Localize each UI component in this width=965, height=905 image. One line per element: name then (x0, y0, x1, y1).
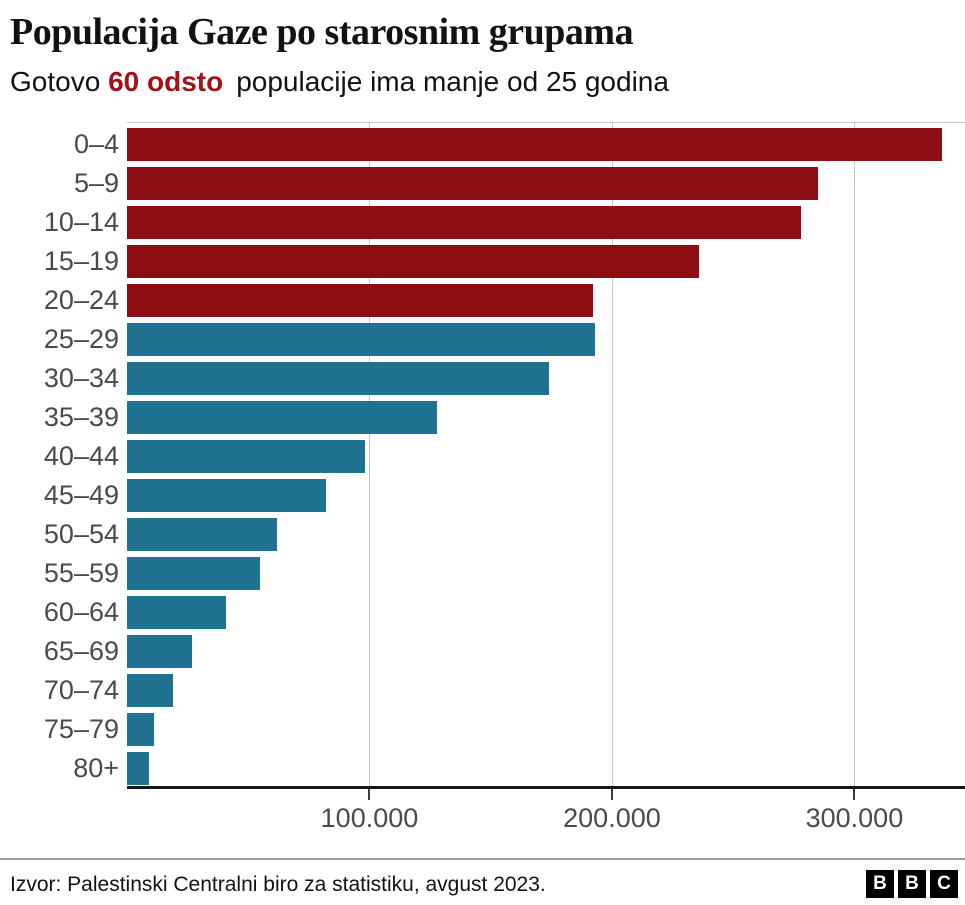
bbc-logo-letter: C (930, 870, 958, 898)
bar (127, 362, 549, 395)
subtitle-rest: populacije ima manje od 25 godina (236, 66, 669, 97)
y-axis-label: 75–79 (43, 714, 119, 744)
bbc-logo: B B C (866, 870, 958, 898)
gridline (854, 123, 856, 786)
y-axis-label: 70–74 (43, 675, 119, 705)
bbc-logo-letter: B (866, 870, 894, 898)
bar (127, 479, 326, 512)
y-axis-label: 5–9 (73, 168, 119, 198)
subtitle-prefix: Gotovo (10, 66, 101, 97)
plot-area: 100.000 200.000 300.000 (127, 122, 965, 833)
bar (127, 167, 819, 200)
bar (127, 674, 174, 707)
bar (127, 323, 595, 356)
x-axis-tick (853, 789, 856, 800)
y-axis-label: 25–29 (43, 324, 119, 354)
gridline (611, 123, 613, 786)
bar (127, 284, 593, 317)
bar (127, 245, 700, 278)
y-axis-label: 15–19 (43, 246, 119, 276)
bar (127, 635, 193, 668)
y-axis-label: 55–59 (43, 558, 119, 588)
y-axis-label: 30–34 (43, 363, 119, 393)
y-axis-label: 35–39 (43, 402, 119, 432)
bar (127, 440, 365, 473)
gridline (369, 123, 371, 786)
y-axis-label: 10–14 (43, 207, 119, 237)
x-axis-label: 200.000 (563, 803, 661, 833)
footer-divider (0, 858, 965, 860)
x-axis-label: 300.000 (805, 803, 904, 833)
y-axis-label: 80+ (73, 753, 119, 783)
page-title: Populacija Gaze po starosnim grupama (10, 11, 634, 53)
y-axis-label: 20–24 (43, 285, 119, 315)
bar (127, 401, 438, 434)
y-axis-labels: 0–4 5–9 10–14 15–19 20–24 25–29 30–34 35–39 40–4… (0, 0, 119, 905)
bar (127, 518, 278, 551)
bar (127, 128, 942, 161)
bar (127, 713, 154, 746)
y-axis-label: 45–49 (43, 480, 119, 510)
y-axis-label: 65–69 (43, 636, 119, 666)
source-text: Izvor: Palestinski Centralni biro za sta… (10, 873, 546, 896)
x-axis-label: 100.000 (320, 803, 419, 833)
bar (127, 596, 227, 629)
y-axis-label: 0–4 (73, 129, 119, 159)
subtitle-highlight: 60 odsto (108, 66, 224, 97)
bar (127, 206, 802, 239)
bar (127, 752, 149, 785)
y-axis-label: 60–64 (43, 597, 119, 627)
x-axis-tick (368, 789, 371, 800)
bbc-logo-letter: B (898, 870, 926, 898)
y-axis-label: 40–44 (43, 441, 119, 471)
x-axis-tick (610, 789, 613, 800)
bar (127, 557, 261, 590)
y-axis-label: 50–54 (43, 519, 119, 549)
chart-subtitle: Gotovo 60 odsto populacije ima manje od 2… (10, 66, 669, 98)
